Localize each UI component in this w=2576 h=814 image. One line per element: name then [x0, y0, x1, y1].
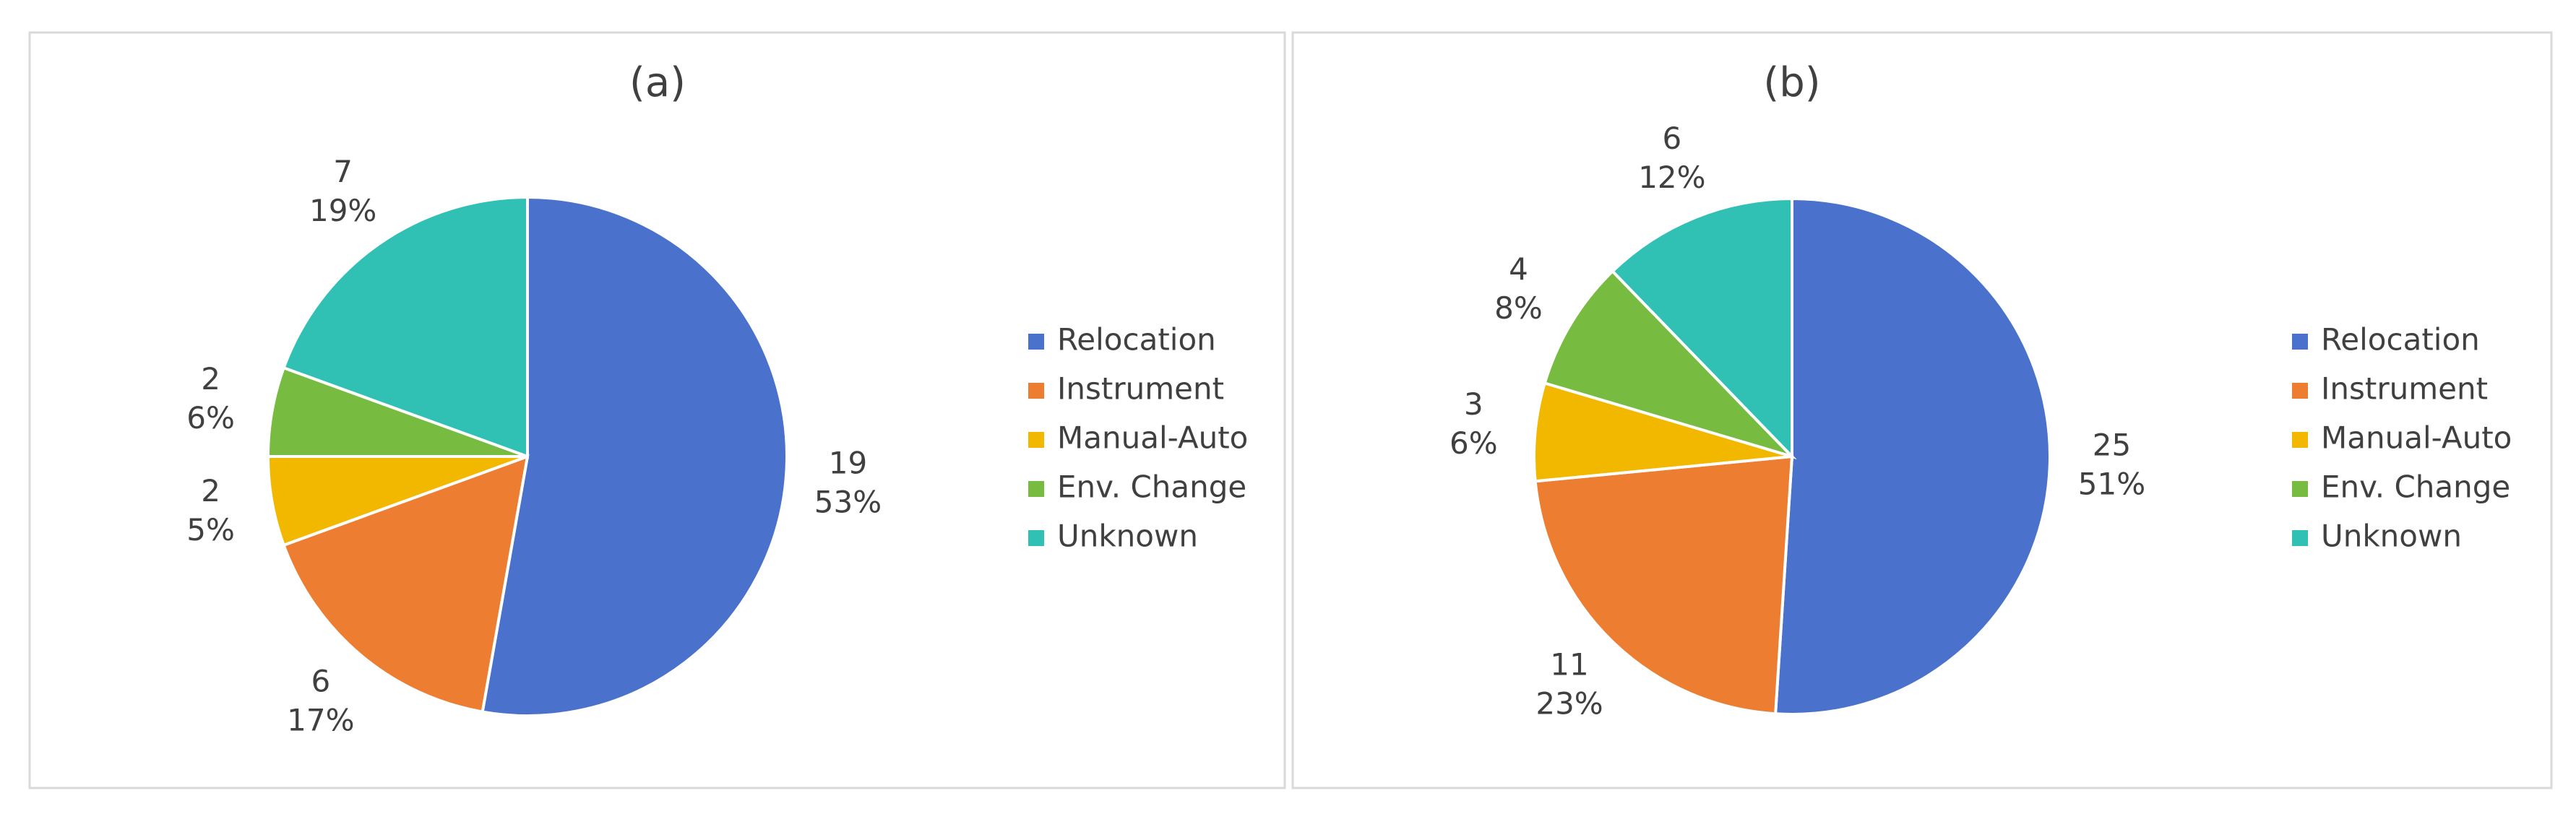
- pie-slice: [1774, 196, 2051, 716]
- slice-percent-label: 5%: [186, 512, 235, 547]
- legend-label: Env. Change: [2321, 469, 2510, 505]
- legend-swatch: [2292, 383, 2308, 399]
- chart-title: (a): [629, 59, 686, 106]
- legend-label: Instrument: [2321, 371, 2488, 407]
- slice-count-label: 3: [1464, 386, 1483, 422]
- slice-count-label: 2: [201, 473, 220, 508]
- legend-label: Manual-Auto: [2321, 420, 2512, 456]
- legend-swatch: [2292, 334, 2308, 350]
- pie-slice: [1610, 196, 1793, 460]
- slice-count-label: 25: [2093, 428, 2131, 463]
- slice-count-label: 19: [829, 445, 867, 480]
- slice-percent-label: 53%: [814, 484, 882, 519]
- legend-label: Unknown: [2321, 519, 2462, 554]
- legend-label: Manual-Auto: [1057, 420, 1248, 456]
- legend-swatch: [1028, 530, 1044, 546]
- slice-count-label: 7: [333, 154, 353, 189]
- legend-label: Env. Change: [1057, 469, 1246, 505]
- slice-percent-label: 51%: [2078, 467, 2145, 502]
- slice-percent-label: 6%: [1449, 425, 1498, 461]
- slice-percent-label: 12%: [1638, 160, 1705, 195]
- pie-slice: [481, 195, 788, 717]
- pie-slice: [1533, 454, 1794, 716]
- legend-swatch: [1028, 432, 1044, 448]
- slice-percent-label: 6%: [186, 400, 235, 436]
- slice-count-label: 6: [311, 664, 330, 699]
- legend-label: Unknown: [1057, 519, 1198, 554]
- slice-count-label: 6: [1663, 121, 1682, 156]
- legend-swatch: [1028, 383, 1044, 399]
- slice-percent-label: 19%: [309, 193, 376, 228]
- legend-swatch: [2292, 432, 2308, 448]
- slice-percent-label: 8%: [1494, 290, 1543, 326]
- chart-title: (b): [1763, 59, 1820, 106]
- pie-slice: [1533, 381, 1793, 483]
- legend-label: Relocation: [2321, 322, 2480, 358]
- legend-swatch: [1028, 334, 1044, 350]
- legend-label: Instrument: [1057, 371, 1224, 407]
- slice-count-label: 11: [1550, 646, 1588, 682]
- pie-slice: [1543, 269, 1797, 460]
- slice-count-label: 2: [201, 361, 220, 397]
- legend-label: Relocation: [1057, 322, 1216, 358]
- legend-swatch: [1028, 481, 1044, 497]
- slice-percent-label: 23%: [1535, 685, 1603, 721]
- pie-slice: [282, 195, 529, 459]
- pie-slice: [282, 454, 530, 714]
- slice-count-label: 4: [1509, 251, 1528, 287]
- legend-swatch: [2292, 530, 2308, 546]
- legend-swatch: [2292, 481, 2308, 497]
- slice-percent-label: 17%: [287, 703, 354, 738]
